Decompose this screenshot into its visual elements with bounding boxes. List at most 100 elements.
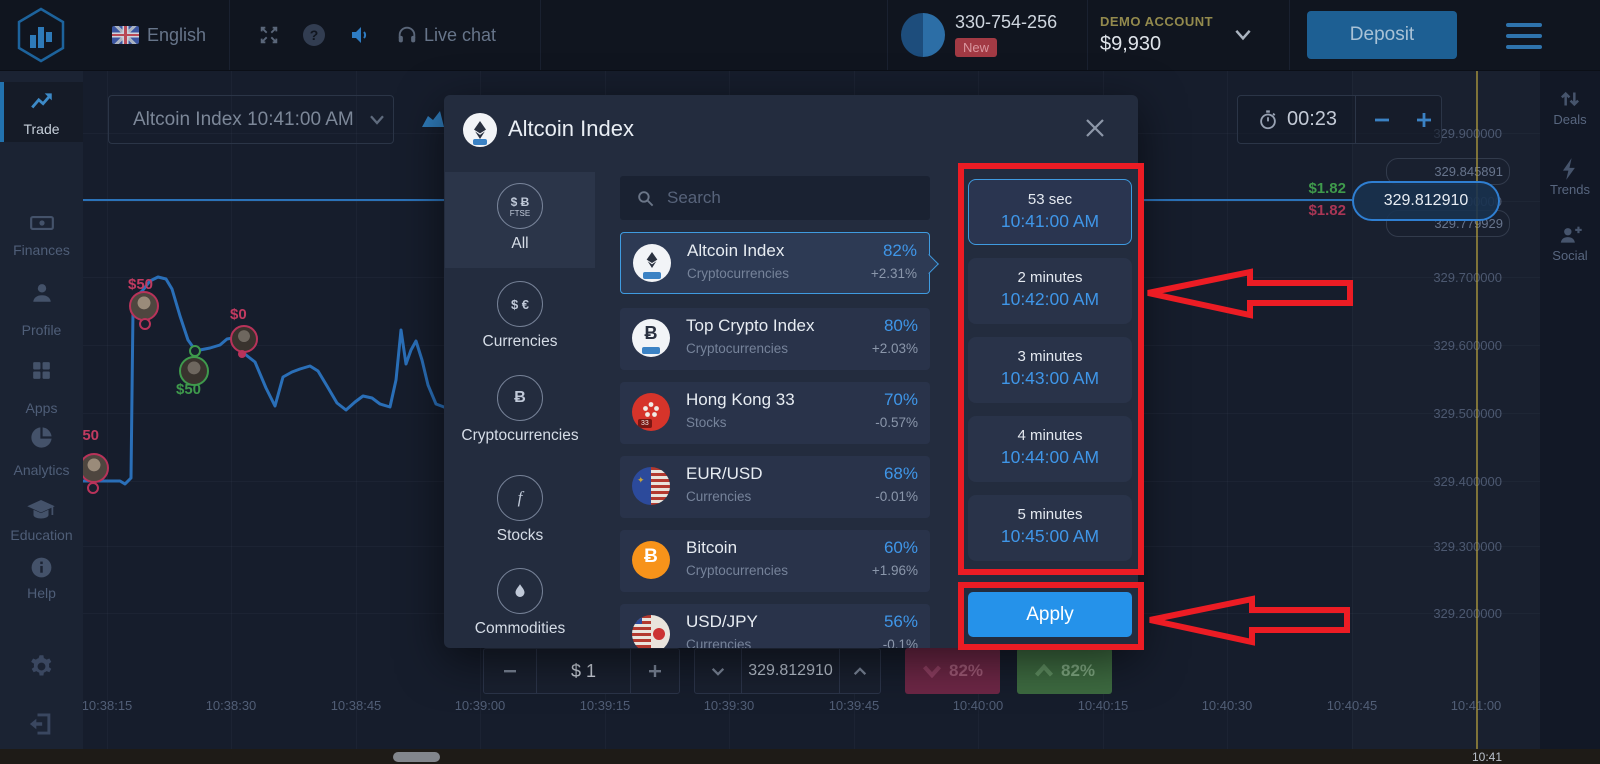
grid-vline (231, 70, 232, 749)
account-chevron-down-icon[interactable] (1233, 27, 1253, 43)
tab-commodities[interactable]: Commodities (445, 568, 595, 648)
timer-minus-icon[interactable] (1372, 110, 1392, 130)
time-axis-tick: 10:39:45 (828, 698, 880, 713)
sidebar-item-label: Help (27, 585, 56, 601)
search-input[interactable] (665, 187, 909, 209)
expiry-duration: 3 minutes (1017, 348, 1083, 365)
fullscreen-icon[interactable] (258, 24, 280, 46)
asset-row-hong-kong-33[interactable]: 33 Hong Kong 33 Stocks 70% -0.57% (620, 382, 930, 444)
expiry-duration: 5 minutes (1017, 506, 1083, 523)
time-axis-tick: 10:39:00 (454, 698, 506, 713)
expiry-duration: 53 sec (1027, 191, 1073, 208)
strike-price-value[interactable]: 329.812910 (748, 662, 833, 679)
sidebar-item-label: Analytics (13, 462, 70, 478)
trade-up-button[interactable]: 82% (1017, 648, 1112, 694)
expiry-option-4-minutes[interactable]: 4 minutes 10:44:00 AM (968, 416, 1132, 482)
time-axis-tick: 10:40:00 (952, 698, 1004, 713)
sidebar-item-label: Social (1552, 248, 1588, 263)
asset-row-eur-usd[interactable]: ✦ EUR/USD Currencies 68% -0.01% (620, 456, 930, 518)
sound-icon[interactable] (349, 23, 373, 47)
divider (1355, 96, 1357, 143)
scrollbar-time-label: 10:41 (1472, 750, 1503, 764)
ethereum-icon (646, 252, 658, 268)
amount-minus-button[interactable] (484, 649, 536, 693)
asset-change: +1.96% (871, 563, 918, 578)
sidebar-item-deals[interactable]: Deals (1540, 86, 1600, 127)
amount-value[interactable]: $ 1 (570, 660, 597, 681)
tab-all[interactable]: $ Ƀ FTSE All (445, 172, 595, 268)
asset-select-modal: Altcoin Index $ Ƀ FTSE All $ € Currencie… (444, 95, 1138, 648)
tab-cryptocurrencies[interactable]: Ƀ Cryptocurrencies (445, 375, 595, 465)
trader-avatar[interactable] (230, 325, 258, 353)
chevron-up-icon (1034, 664, 1054, 677)
expiry-option-3-minutes[interactable]: 3 minutes 10:43:00 AM (968, 337, 1132, 403)
asset-row-bitcoin[interactable]: Ƀ Bitcoin Cryptocurrencies 60% +1.96% (620, 530, 930, 592)
expiry-option-2-minutes[interactable]: 2 minutes 10:42:00 AM (968, 258, 1132, 324)
sidebar-item-education[interactable]: Education (0, 490, 83, 554)
sidebar-item-label: Trade (23, 121, 60, 137)
ethereum-icon (474, 121, 486, 139)
time-axis-tick: 10:41:00 (1441, 698, 1511, 713)
tab-currencies[interactable]: $ € Currencies (445, 281, 595, 371)
price-line-chart (83, 275, 454, 486)
live-chat-button[interactable]: Live chat (424, 25, 497, 45)
sidebar-item-analytics[interactable]: Analytics (0, 418, 83, 482)
divider (1087, 0, 1088, 70)
all-assets-icon: $ Ƀ FTSE (497, 183, 543, 229)
selected-callout-arrow (919, 254, 939, 274)
logout-icon[interactable] (27, 710, 55, 738)
trade-marker-dot (238, 350, 246, 358)
trader-avatar[interactable] (129, 291, 159, 321)
chart-history-scrollbar[interactable] (0, 749, 1600, 764)
expiry-duration: 4 minutes (1017, 427, 1083, 444)
stocks-icon: f (497, 475, 543, 521)
timer-value: 00:23 (1287, 108, 1338, 130)
close-icon[interactable] (1084, 117, 1106, 139)
current-time-line (1476, 70, 1478, 749)
commodities-icon (497, 568, 543, 614)
language-selector[interactable]: English (147, 25, 207, 45)
us-canton (632, 615, 642, 624)
time-axis-tick: 10:38:30 (205, 698, 257, 713)
japan-sun (653, 628, 665, 640)
deposit-button[interactable]: Deposit (1307, 11, 1457, 59)
time-axis-tick: 10:40:30 (1201, 698, 1253, 713)
expiry-option-5-minutes[interactable]: 5 minutes 10:45:00 AM (968, 495, 1132, 561)
asset-row-usd-jpy[interactable]: USD/JPY Currencies 56% -0.1% (620, 604, 930, 648)
menu-icon[interactable] (1506, 23, 1542, 49)
trader-avatar[interactable] (179, 356, 209, 386)
sidebar-item-trends[interactable]: Trends (1540, 156, 1600, 197)
scrollbar-thumb[interactable] (393, 752, 440, 762)
trade-down-button[interactable]: 82% (905, 648, 1000, 694)
sidebar-item-profile[interactable]: Profile (0, 277, 83, 341)
asset-change: +2.31% (870, 266, 917, 281)
asset-row-altcoin-index[interactable]: Altcoin Index Cryptocurrencies 82% +2.31… (620, 232, 939, 294)
sidebar-item-finances[interactable]: Finances (0, 210, 83, 270)
symbol-selector[interactable]: Altcoin Index 10:41:00 AM (108, 95, 394, 144)
chart-type-icon[interactable] (420, 106, 446, 132)
apply-button[interactable]: Apply (968, 592, 1132, 637)
trader-avatar[interactable] (79, 453, 109, 483)
grid-vline (1352, 70, 1353, 749)
strike-up-button[interactable] (840, 649, 880, 693)
minus-icon (504, 670, 516, 673)
expiry-option-53-sec[interactable]: 53 sec 10:41:00 AM (968, 179, 1132, 245)
amount-plus-button[interactable] (631, 649, 679, 693)
tab-stocks[interactable]: f Stocks (445, 475, 595, 565)
grid-icon (33, 362, 50, 379)
user-avatar[interactable] (901, 13, 945, 57)
sidebar-item-help[interactable]: Help (0, 553, 83, 617)
sidebar-item-apps[interactable]: Apps (0, 350, 83, 416)
sidebar-item-social[interactable]: Social (1540, 222, 1600, 263)
sidebar-item-trade[interactable]: Trade (0, 82, 83, 142)
help-icon[interactable]: ? (303, 24, 325, 46)
timer-plus-icon[interactable] (1414, 110, 1434, 130)
asset-row-top-crypto-index[interactable]: Ƀ Top Crypto Index Cryptocurrencies 80% … (620, 308, 930, 370)
app-logo-icon[interactable] (16, 7, 66, 63)
asset-category: Cryptocurrencies (686, 563, 789, 578)
modal-asset-icon (463, 113, 497, 147)
current-price-pill: 329.812910 (1352, 181, 1500, 221)
asset-change: -0.57% (875, 415, 918, 430)
strike-down-button[interactable] (695, 649, 741, 693)
settings-gear-icon[interactable] (28, 653, 55, 680)
